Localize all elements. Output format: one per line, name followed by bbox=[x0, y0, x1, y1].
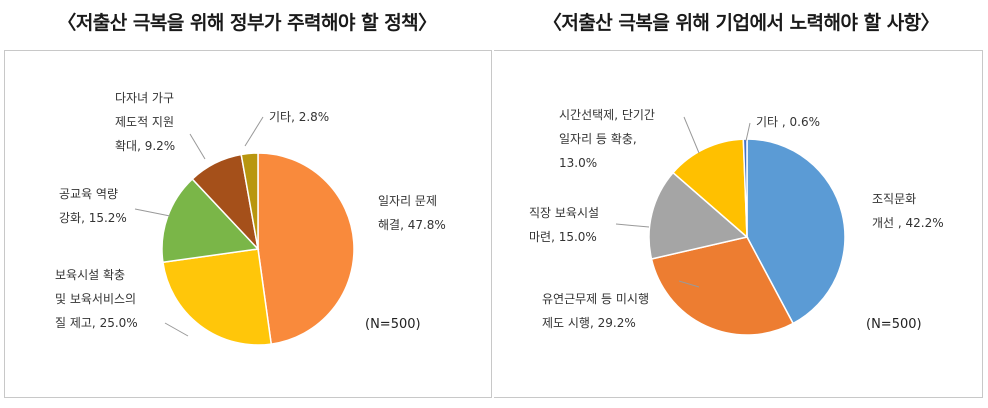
slice-label: 조직문화 개선 , 42.2% bbox=[872, 192, 944, 230]
leader-line bbox=[134, 208, 171, 217]
slice-label: 기타, 2.8% bbox=[269, 110, 329, 124]
slice-label: 일자리 문제 해결, 47.8% bbox=[378, 194, 446, 232]
chart2-panel: 조직문화 개선 , 42.2% 유연근무제 등 미시행 제도 시행, 29.2% 직장 … bbox=[494, 50, 983, 398]
pie-slice bbox=[746, 138, 846, 325]
leader-line bbox=[745, 122, 751, 142]
leader-line bbox=[164, 322, 189, 337]
slice-label: 공교육 역량 강화, 15.2% bbox=[59, 187, 127, 225]
pie-slice bbox=[650, 236, 795, 336]
slice-label: 기타 , 0.6% bbox=[756, 115, 820, 129]
pie-slice bbox=[742, 138, 748, 238]
slice-label: 보육시설 확충 및 보육서비스의 질 제고, 25.0% bbox=[55, 268, 138, 330]
sample-size-note: (N=500) bbox=[365, 317, 421, 332]
leader-line bbox=[189, 133, 206, 160]
slice-label: 직장 보육시설 마련, 15.0% bbox=[529, 206, 599, 244]
pie-slice bbox=[257, 152, 355, 345]
pie-slice bbox=[672, 138, 748, 239]
chart1-svg: 일자리 문제 해결, 47.8% 보육시설 확충 및 보육서비스의 질 제고, 25.0… bbox=[55, 91, 446, 346]
slice-label: 다자녀 가구 제도적 지원 확대, 9.2% bbox=[115, 91, 175, 153]
slice-label: 유연근무제 등 미시행 제도 시행, 29.2% bbox=[542, 291, 649, 330]
pie-slice bbox=[648, 171, 749, 260]
leader-line bbox=[678, 280, 700, 288]
pie-slice bbox=[240, 152, 259, 250]
pie-slice bbox=[162, 248, 273, 346]
sample-size-note: (N=500) bbox=[866, 317, 922, 332]
leader-line bbox=[683, 116, 700, 154]
leader-line bbox=[615, 223, 650, 228]
chart1-title: 〈저출산 극복을 위해 정부가 주력해야 할 정책〉 bbox=[57, 12, 437, 34]
chart2-svg: 조직문화 개선 , 42.2% 유연근무제 등 미시행 제도 시행, 29.2% 직장 … bbox=[529, 108, 944, 336]
chart2-title: 〈저출산 극복을 위해 기업에서 노력해야 할 사항〉 bbox=[542, 12, 940, 34]
chart1-panel: 일자리 문제 해결, 47.8% 보육시설 확충 및 보육서비스의 질 제고, 25.0… bbox=[4, 50, 492, 398]
pie-slice bbox=[161, 177, 260, 264]
slice-label: 시간선택제, 단기간 일자리 등 확충, 13.0% bbox=[559, 108, 655, 170]
leader-line bbox=[244, 116, 264, 147]
